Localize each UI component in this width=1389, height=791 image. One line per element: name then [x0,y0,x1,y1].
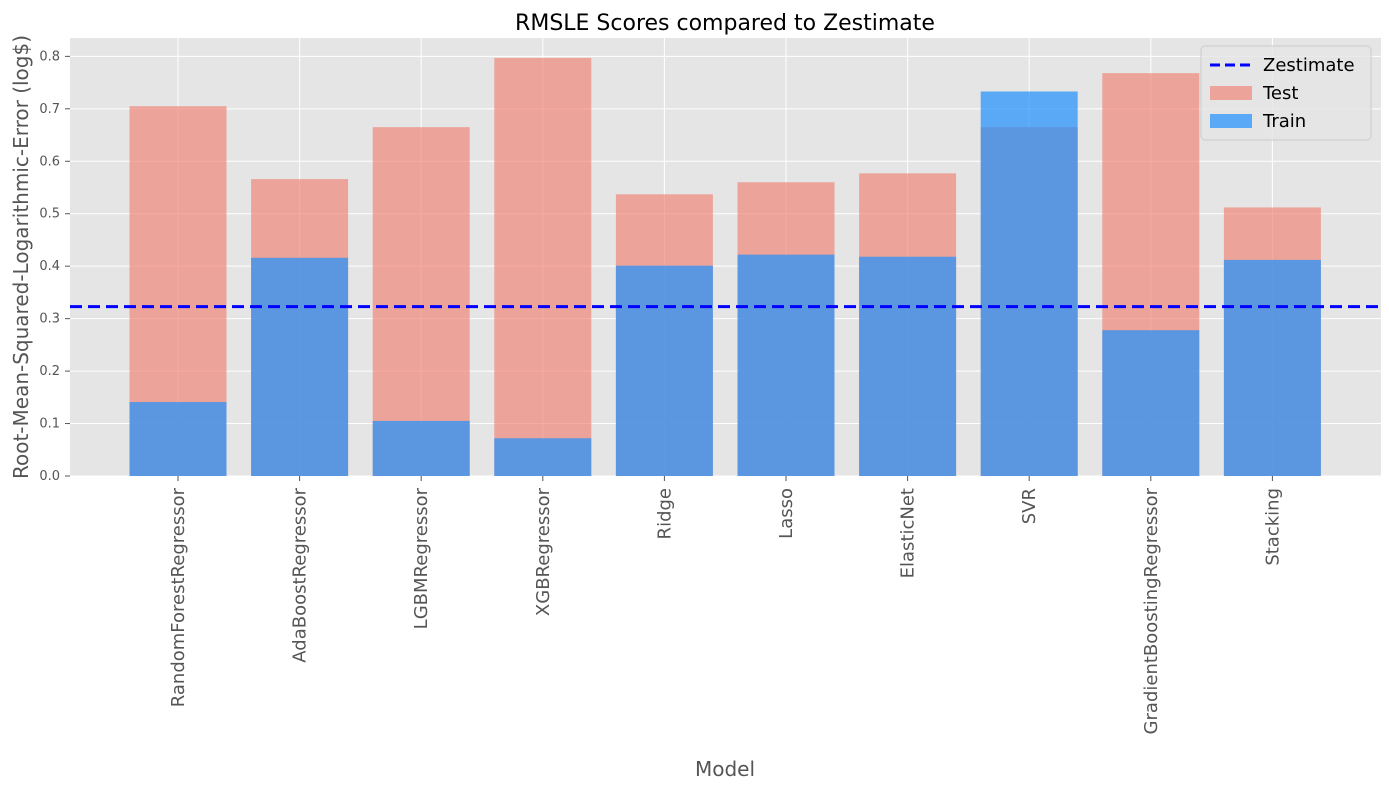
bars [129,57,1321,477]
x-axis-label: Model [695,757,755,781]
y-axis-label: Root-Mean-Squared-Logarithmic-Error (log… [9,35,33,479]
bar-train-stacking [1223,259,1321,476]
x-tick-label: XGBRegressor [533,487,554,616]
bar-train-randomforestregressor [129,402,227,476]
y-tick-label: 0.2 [39,364,60,379]
x-axis: RandomForestRegressor AdaBoostRegressor LG… [168,476,1283,734]
bar-train-lasso [737,254,835,476]
y-tick-label: 0.7 [39,102,60,117]
legend-label-train: Train [1262,111,1306,132]
x-tick-label: Ridge [654,488,675,539]
bar-train-elasticnet [859,256,957,476]
x-tick-label: SVR [1019,488,1040,524]
bar-test-lgbmregressor [372,127,470,477]
x-tick-label: ElasticNet [898,488,919,578]
y-tick-label: 0.4 [39,259,60,274]
bar-train-ridge [615,265,713,476]
legend: Zestimate Test Train [1200,45,1372,141]
y-tick-label: 0.3 [39,312,60,327]
x-tick-label: LGBMRegressor [411,487,432,629]
bar-train-svr [980,91,1078,477]
legend-swatch-test [1210,86,1252,100]
bar-test-xgbregressor [494,57,592,477]
x-tick-label: AdaBoostRegressor [290,487,311,662]
y-tick-label: 0.1 [39,417,60,432]
bar-train-lgbmregressor [372,420,470,476]
bar-train-xgbregressor [494,438,592,476]
legend-label-test: Test [1262,83,1298,104]
bar-train-gradientboostingregressor [1102,330,1200,476]
x-tick-label: RandomForestRegressor [168,487,189,707]
x-tick-label: GradientBoostingRegressor [1141,487,1162,734]
y-axis: 0.0 0.1 0.2 0.3 0.4 0.5 0.6 0.7 0.8 [39,49,70,484]
y-tick-label: 0.5 [39,207,60,222]
legend-label-zestimate: Zestimate [1263,55,1355,76]
chart-title: RMSLE Scores compared to Zestimate [515,11,935,36]
y-tick-label: 0.8 [39,49,60,64]
x-tick-label: Lasso [776,488,797,539]
x-tick-label: Stacking [1262,488,1283,566]
y-tick-label: 0.6 [39,154,60,169]
bar-train-adaboostregressor [251,257,349,476]
legend-swatch-train [1210,114,1252,128]
y-tick-label: 0.0 [39,469,60,484]
